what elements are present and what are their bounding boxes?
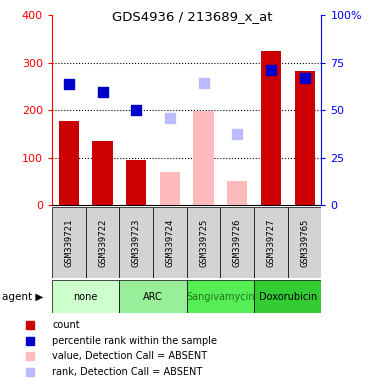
Point — [234, 131, 240, 137]
Bar — [153, 207, 187, 278]
Text: value, Detection Call = ABSENT: value, Detection Call = ABSENT — [52, 351, 208, 361]
Point — [201, 80, 207, 86]
Bar — [227, 181, 247, 205]
Bar — [119, 280, 187, 313]
Text: agent ▶: agent ▶ — [2, 291, 43, 302]
Text: percentile rank within the sample: percentile rank within the sample — [52, 336, 217, 346]
Bar — [288, 207, 321, 278]
Bar — [52, 280, 119, 313]
Text: GSM339726: GSM339726 — [233, 219, 242, 267]
Text: ARC: ARC — [143, 291, 163, 302]
Text: GSM339727: GSM339727 — [266, 219, 275, 267]
Bar — [85, 207, 119, 278]
Text: GSM339722: GSM339722 — [98, 219, 107, 267]
Bar — [295, 71, 315, 205]
Text: GSM339765: GSM339765 — [300, 219, 309, 267]
Bar — [126, 160, 146, 205]
Bar — [254, 207, 288, 278]
Text: GSM339721: GSM339721 — [64, 219, 73, 267]
Bar — [160, 172, 180, 205]
Point — [301, 75, 308, 81]
Point — [99, 89, 105, 95]
Bar — [261, 51, 281, 205]
Bar — [187, 280, 254, 313]
Bar — [187, 207, 220, 278]
Text: GSM339724: GSM339724 — [166, 219, 174, 267]
Text: GSM339725: GSM339725 — [199, 219, 208, 267]
Text: GDS4936 / 213689_x_at: GDS4936 / 213689_x_at — [112, 10, 273, 23]
Bar — [193, 111, 214, 205]
Bar — [92, 141, 112, 205]
Bar — [52, 207, 85, 278]
Bar — [220, 207, 254, 278]
Bar — [59, 121, 79, 205]
Text: Sangivamycin: Sangivamycin — [186, 291, 255, 302]
Text: Doxorubicin: Doxorubicin — [259, 291, 317, 302]
Bar — [119, 207, 153, 278]
Text: none: none — [74, 291, 98, 302]
Bar — [254, 280, 321, 313]
Text: count: count — [52, 320, 80, 330]
Point — [268, 67, 274, 73]
Text: GSM339723: GSM339723 — [132, 219, 141, 267]
Point — [66, 81, 72, 87]
Point — [167, 116, 173, 122]
Text: rank, Detection Call = ABSENT: rank, Detection Call = ABSENT — [52, 367, 203, 377]
Point — [133, 107, 139, 114]
